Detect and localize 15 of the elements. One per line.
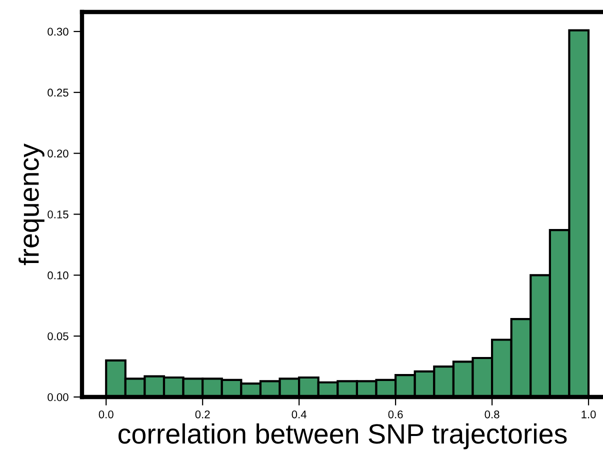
x-axis-title: correlation between SNP trajectories: [118, 423, 567, 450]
y-axis-title: frequency: [18, 144, 44, 266]
x-tick-label: 0.8: [484, 410, 500, 418]
x-tick-label: 0.6: [388, 410, 403, 418]
y-tick-label: 0.25: [48, 88, 68, 97]
y-tick-label: 0.30: [48, 28, 68, 36]
y-tick-label: 0.10: [48, 271, 68, 280]
y-tick-label: 0.15: [48, 210, 68, 218]
y-tick-label: 0.20: [48, 150, 68, 158]
x-tick-label: 0.2: [195, 410, 210, 418]
x-tick-label: 0.0: [98, 410, 114, 418]
y-tick-label: 0.00: [48, 393, 68, 402]
x-tick-label: 1.0: [582, 410, 596, 418]
y-tick-label: 0.05: [48, 332, 68, 340]
x-tick-label: 0.4: [292, 410, 306, 418]
